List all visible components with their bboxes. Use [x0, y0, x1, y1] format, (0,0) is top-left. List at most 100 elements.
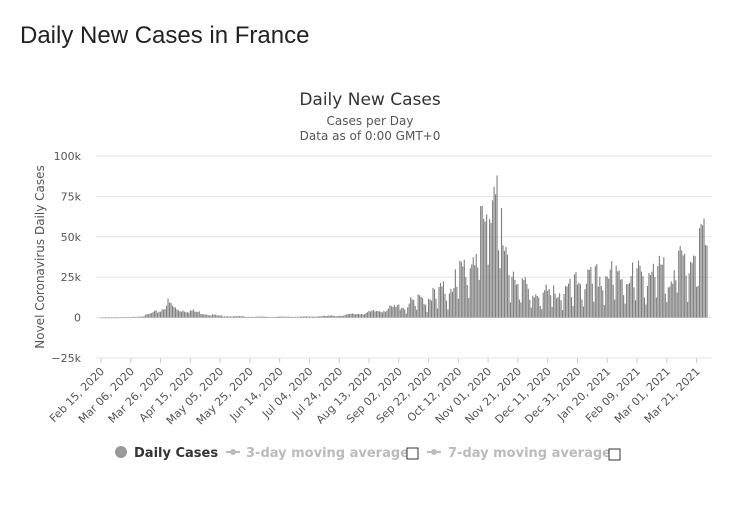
bar[interactable] [484, 221, 486, 318]
bar[interactable] [334, 316, 336, 318]
bar[interactable] [355, 314, 357, 318]
bar[interactable] [469, 268, 471, 318]
bar[interactable] [471, 264, 473, 318]
bar[interactable] [445, 300, 447, 318]
bar[interactable] [441, 286, 443, 318]
bar[interactable] [380, 311, 382, 318]
bar[interactable] [176, 309, 178, 318]
bar[interactable] [165, 305, 168, 318]
bar[interactable] [374, 311, 376, 318]
bar[interactable] [700, 224, 702, 318]
bar[interactable] [221, 315, 223, 318]
bar[interactable] [107, 317, 109, 319]
bar[interactable] [238, 316, 241, 318]
bar[interactable] [672, 283, 674, 318]
bar[interactable] [340, 315, 342, 318]
bar[interactable] [495, 194, 497, 318]
bar[interactable] [567, 283, 570, 318]
bar[interactable] [369, 311, 372, 318]
bar[interactable] [527, 288, 529, 318]
bar[interactable] [402, 307, 404, 318]
bar[interactable] [591, 283, 593, 318]
bar[interactable] [295, 316, 297, 318]
bar[interactable] [101, 317, 104, 319]
bar[interactable] [347, 313, 349, 318]
bar[interactable] [261, 316, 263, 318]
bar[interactable] [703, 218, 705, 318]
bar[interactable] [113, 317, 115, 319]
bar[interactable] [243, 316, 245, 318]
bar[interactable] [146, 314, 148, 318]
bar[interactable] [614, 299, 616, 318]
bar[interactable] [627, 284, 629, 318]
bar[interactable] [460, 261, 462, 318]
bar[interactable] [617, 271, 619, 318]
bar[interactable] [338, 315, 340, 318]
bar[interactable] [618, 270, 620, 318]
bar[interactable] [599, 276, 601, 318]
bar[interactable] [489, 219, 491, 318]
bar[interactable] [477, 267, 479, 318]
bar[interactable] [573, 274, 576, 318]
bar[interactable] [411, 299, 413, 318]
bar[interactable] [690, 261, 692, 318]
bar[interactable] [651, 271, 653, 318]
bar[interactable] [636, 268, 638, 318]
bar[interactable] [578, 282, 580, 318]
bar[interactable] [673, 270, 675, 318]
bar[interactable] [542, 292, 544, 318]
bar[interactable] [323, 315, 325, 318]
bar[interactable] [227, 316, 229, 318]
bar[interactable] [506, 254, 509, 318]
bar[interactable] [122, 317, 124, 319]
bar[interactable] [341, 316, 343, 318]
bar[interactable] [454, 269, 456, 318]
bar[interactable] [545, 284, 547, 318]
bar[interactable] [104, 317, 107, 319]
bar[interactable] [200, 314, 202, 318]
bar[interactable] [648, 273, 650, 318]
bar[interactable] [645, 304, 647, 318]
bar[interactable] [162, 309, 165, 318]
bar[interactable] [493, 186, 495, 318]
bar[interactable] [130, 317, 132, 318]
bar[interactable] [231, 316, 233, 318]
bar[interactable] [393, 304, 395, 318]
bar[interactable] [676, 292, 678, 318]
bar[interactable] [611, 261, 613, 318]
bar[interactable] [286, 316, 288, 318]
bar[interactable] [329, 315, 331, 318]
bar[interactable] [594, 266, 596, 318]
bar[interactable] [444, 293, 446, 318]
bar[interactable] [186, 312, 188, 318]
bar[interactable] [497, 250, 500, 318]
bar[interactable] [451, 291, 453, 318]
bar[interactable] [264, 316, 266, 318]
bar[interactable] [179, 311, 181, 318]
bar[interactable] [224, 316, 226, 318]
bar[interactable] [326, 315, 328, 318]
bar[interactable] [252, 317, 254, 318]
bar[interactable] [582, 306, 584, 318]
bar[interactable] [675, 280, 677, 318]
bar[interactable] [532, 295, 534, 318]
bar[interactable] [621, 279, 623, 318]
bar[interactable] [247, 316, 249, 318]
bar[interactable] [696, 286, 698, 318]
bar[interactable] [602, 290, 604, 318]
bar[interactable] [265, 316, 267, 318]
bar[interactable] [398, 304, 400, 318]
bar[interactable] [267, 317, 269, 318]
bar[interactable] [285, 316, 287, 318]
bar[interactable] [654, 277, 656, 318]
bar[interactable] [474, 265, 476, 318]
bar[interactable] [106, 317, 108, 319]
bar[interactable] [535, 294, 537, 318]
bar[interactable] [244, 316, 246, 318]
bar[interactable] [119, 317, 121, 319]
bar[interactable] [160, 311, 162, 318]
bar[interactable] [633, 287, 635, 318]
bar[interactable] [649, 275, 651, 318]
bar[interactable] [124, 317, 126, 318]
bar[interactable] [283, 316, 285, 318]
